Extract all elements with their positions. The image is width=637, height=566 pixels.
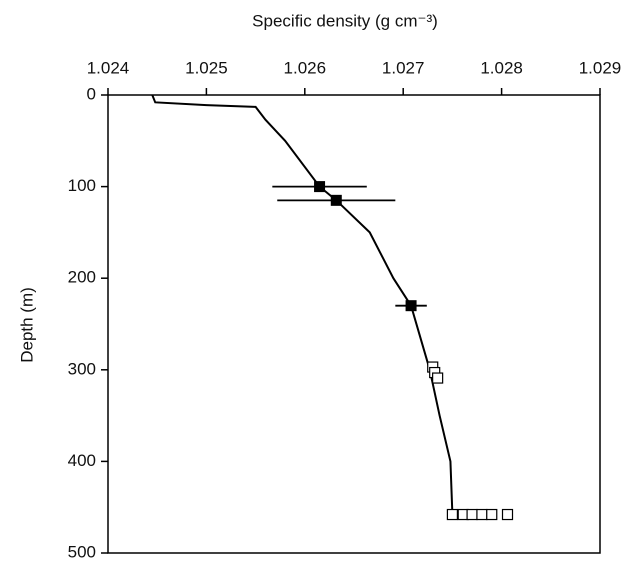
x-tick-label: 1.028 <box>480 58 523 77</box>
x-tick-label: 1.024 <box>87 58 130 77</box>
x-tick-label: 1.029 <box>579 58 622 77</box>
x-tick-label: 1.027 <box>382 58 425 77</box>
x-tick-label: 1.026 <box>284 58 327 77</box>
data-point <box>486 508 498 521</box>
data-point <box>432 372 444 384</box>
x-tick-label: 1.025 <box>185 58 228 77</box>
y-tick-label: 200 <box>68 268 96 287</box>
y-tick-label: 500 <box>68 542 96 561</box>
y-tick-label: 300 <box>68 359 96 378</box>
y-tick-label: 100 <box>68 176 96 195</box>
y-axis-label: Depth (m) <box>17 287 36 363</box>
data-point <box>314 181 326 193</box>
data-point <box>476 508 488 521</box>
x-axis-label: Specific density (g cm⁻³) <box>252 11 438 30</box>
y-tick-label: 0 <box>87 84 96 103</box>
data-point <box>466 508 478 521</box>
y-tick-label: 400 <box>68 451 96 470</box>
data-point <box>405 300 417 312</box>
plot-frame <box>107 94 601 554</box>
data-point <box>501 508 514 521</box>
data-point <box>330 194 342 206</box>
data-point <box>446 508 458 521</box>
